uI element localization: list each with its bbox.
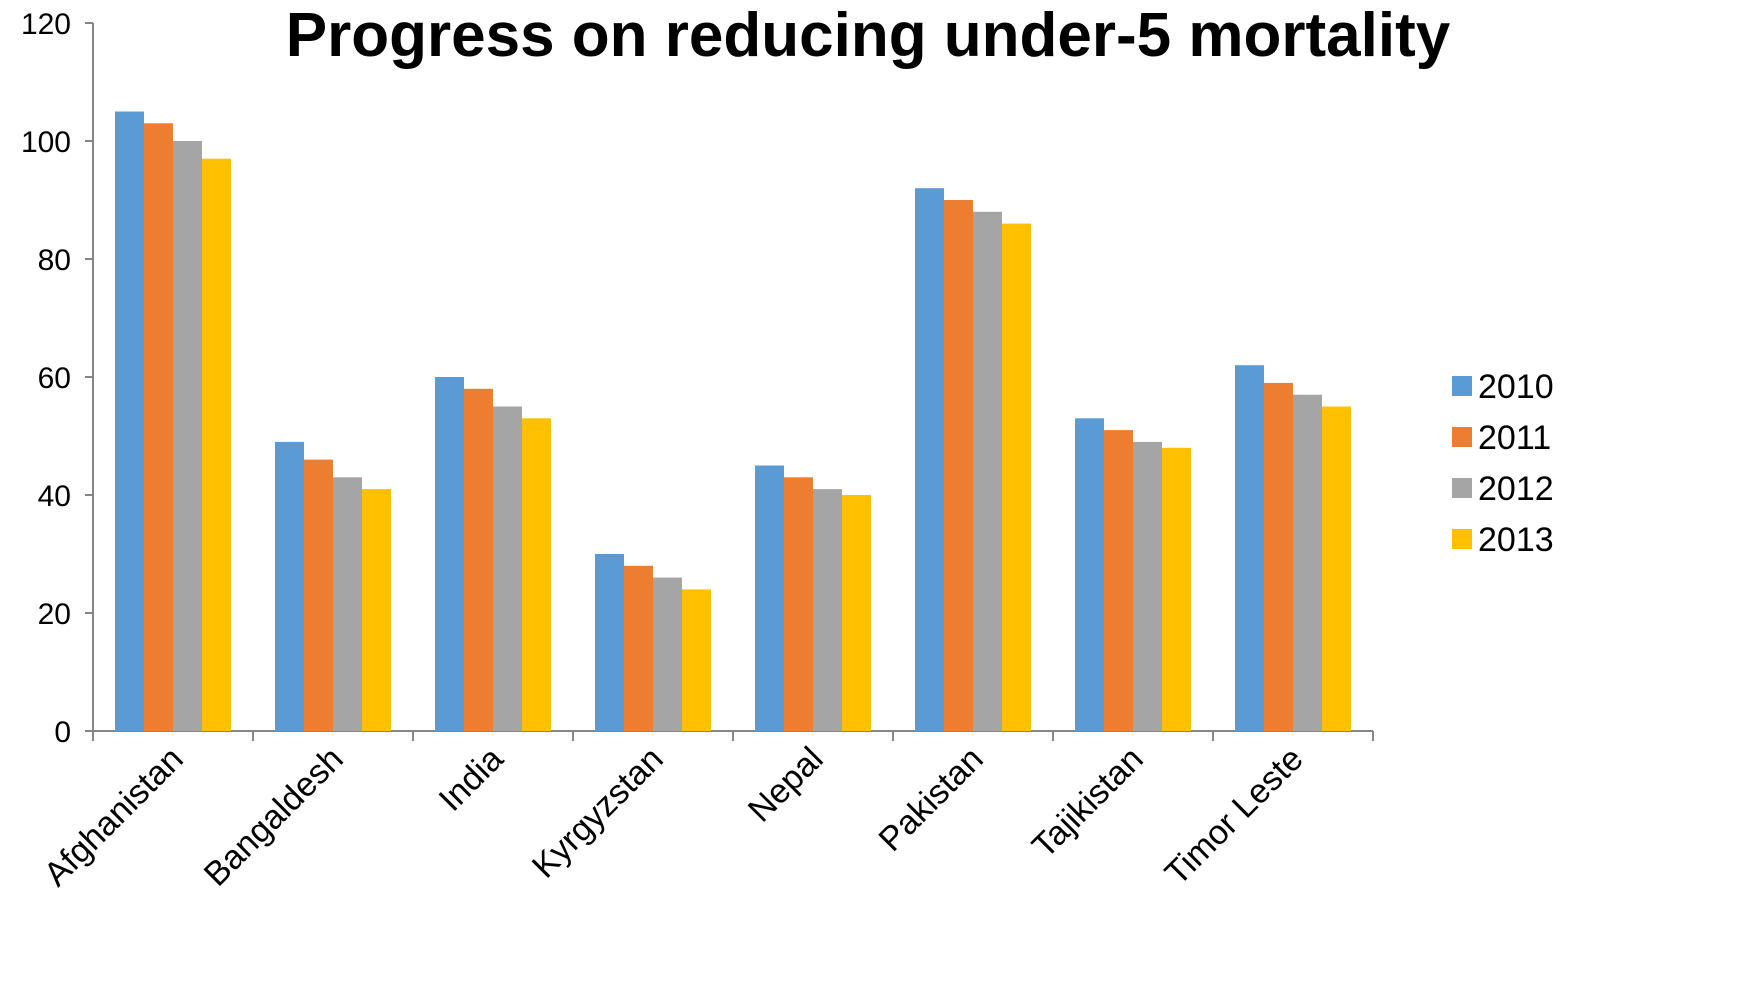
legend-label: 2010 (1478, 368, 1554, 406)
bar-2011-pakistan (944, 200, 973, 731)
bar-2013-pakistan (1002, 223, 1031, 731)
bar-2011-india (464, 388, 493, 731)
y-axis: 0 20 40 60 80 100 120 (21, 8, 94, 749)
bar-2010-kyrgyzstan (595, 554, 624, 731)
chart-title: Progress on reducing under-5 mortality (286, 1, 1451, 70)
bar-2013-bangaldesh (362, 489, 391, 731)
x-category-label: Timor Leste (1158, 740, 1311, 893)
bar-2011-tajikistan (1104, 430, 1133, 731)
bar-2013-india (522, 418, 551, 731)
y-tick-label: 40 (38, 480, 71, 513)
x-category-label: India (432, 740, 511, 819)
bar-2011-bangaldesh (304, 459, 333, 731)
bar-2013-tajikistan (1162, 447, 1191, 731)
y-tick-label: 20 (38, 598, 71, 631)
bar-2011-nepal (784, 477, 813, 731)
bar-2012-nepal (813, 489, 842, 731)
x-axis: Afghanistan Bangaldesh India Kyrgyzstan Nepa… (37, 730, 1374, 894)
x-category-label: Bangaldesh (197, 740, 351, 894)
bar-2010-timor-leste (1235, 365, 1264, 731)
bar-2010-afghanistan (115, 111, 144, 731)
bar-2011-kyrgyzstan (624, 565, 653, 731)
legend: 2010 2011 2012 2013 (1452, 368, 1554, 559)
legend-label: 2013 (1478, 521, 1554, 559)
x-category-label: Kyrgyzstan (525, 740, 671, 886)
bar-2012-afghanistan (173, 141, 202, 731)
bar-2012-india (493, 406, 522, 731)
y-tick-label: 100 (21, 126, 71, 159)
bar-2012-bangaldesh (333, 477, 362, 731)
legend-swatch (1452, 427, 1472, 447)
x-category-label: Pakistan (872, 740, 991, 859)
legend-swatch (1452, 376, 1472, 396)
bar-2012-tajikistan (1133, 441, 1162, 731)
bar-2010-tajikistan (1075, 418, 1104, 731)
x-category-label: Tajikistan (1025, 740, 1151, 866)
legend-swatch (1452, 478, 1472, 498)
y-tick-label: 60 (38, 362, 71, 395)
bar-2010-pakistan (915, 188, 944, 731)
bar-2012-pakistan (973, 211, 1002, 732)
x-category-label: Afghanistan (37, 740, 191, 894)
bar-2010-bangaldesh (275, 441, 304, 731)
bar-2012-kyrgyzstan (653, 577, 682, 731)
y-tick-label: 0 (54, 716, 71, 749)
legend-label: 2012 (1478, 470, 1554, 508)
bar-2011-afghanistan (144, 123, 173, 732)
bar-2013-kyrgyzstan (682, 589, 711, 731)
bar-2013-nepal (842, 495, 871, 731)
bar-2013-timor-leste (1322, 406, 1351, 731)
x-category-label: Nepal (741, 740, 831, 830)
legend-swatch (1452, 529, 1472, 549)
bar-series-group (115, 111, 1351, 732)
bar-2013-afghanistan (202, 158, 231, 731)
bar-2010-nepal (755, 465, 784, 731)
bar-2011-timor-leste (1264, 382, 1293, 731)
legend-label: 2011 (1478, 419, 1551, 457)
y-tick-label: 80 (38, 244, 71, 277)
y-tick-label: 120 (21, 8, 71, 41)
bar-2012-timor-leste (1293, 394, 1322, 731)
bar-2010-india (435, 377, 464, 731)
